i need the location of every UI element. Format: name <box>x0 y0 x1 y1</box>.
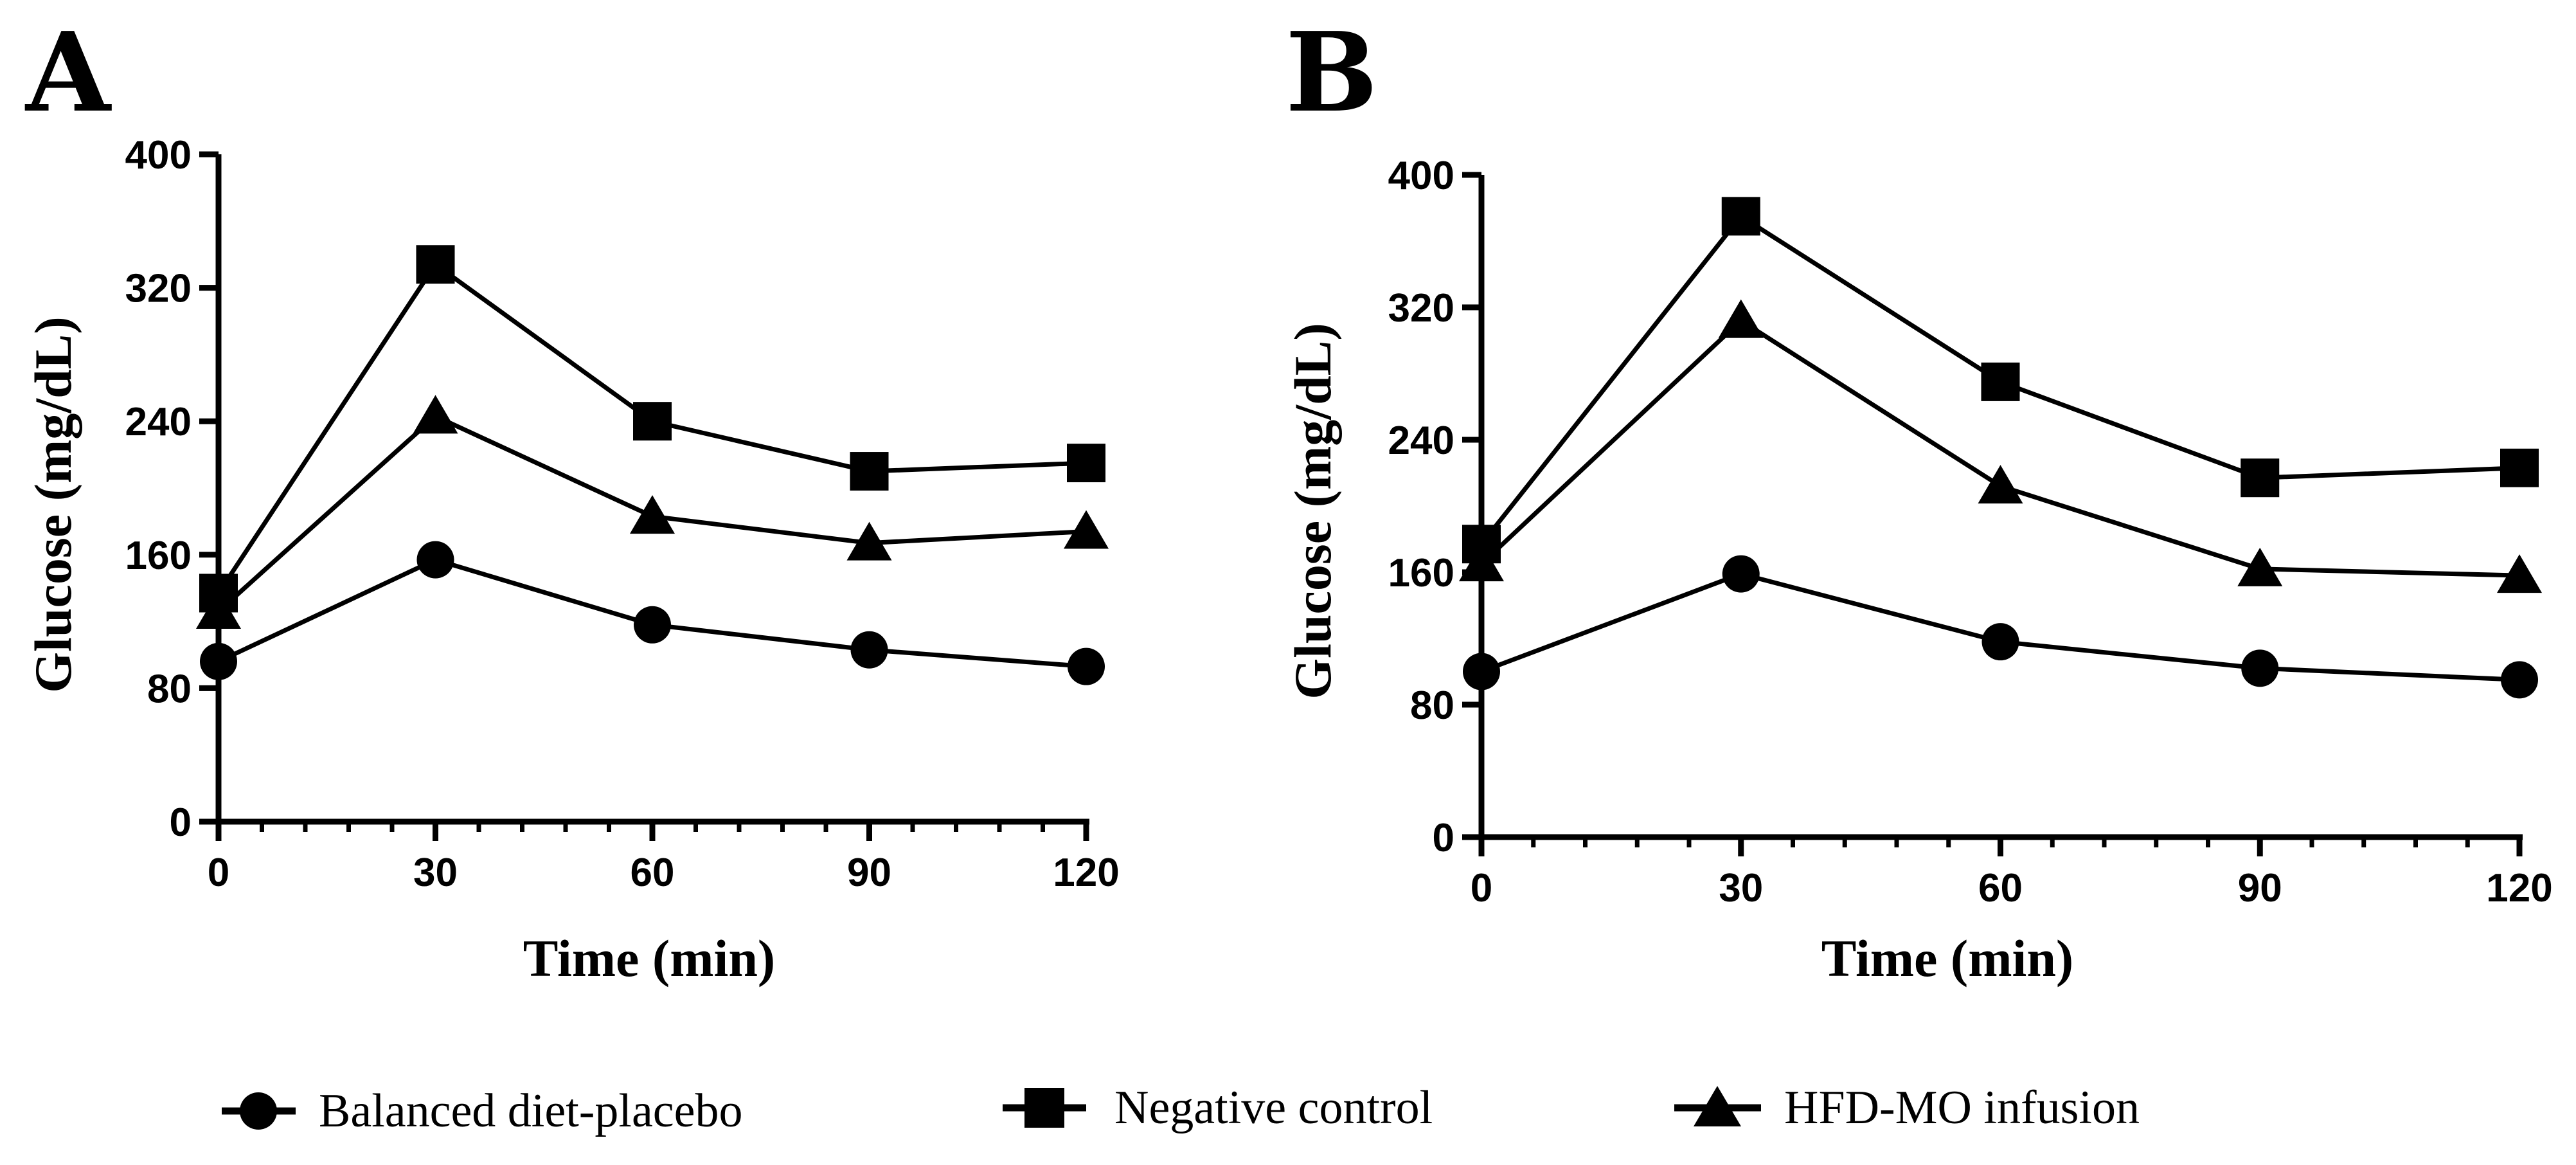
y-tick-label: 80 <box>1410 683 1454 728</box>
data-point-square <box>1981 362 2020 401</box>
series-line-triangle <box>1480 318 2520 578</box>
data-point-circle <box>416 541 454 579</box>
data-point-square <box>633 402 672 441</box>
panel-b-y-axis-title: Glucose (mg/dL) <box>1284 323 1342 699</box>
y-tick-label: 240 <box>1388 419 1454 463</box>
y-tick-label: 400 <box>125 133 192 177</box>
x-tick-label: 30 <box>1719 866 1763 910</box>
legend: Balanced diet-placebo Negative control H… <box>222 1081 2140 1137</box>
panel-a-y-axis-title: Glucose (mg/dL) <box>24 316 82 692</box>
data-point-triangle <box>196 590 241 629</box>
data-point-circle <box>1722 555 1760 593</box>
x-tick-label: 60 <box>631 851 675 895</box>
legend-item-negative-control: Negative control <box>1003 1081 1433 1134</box>
panel-b-plot: 0 80 160 240 320 400 0 30 60 90 120 <box>1388 154 2553 910</box>
data-point-circle <box>634 606 671 644</box>
data-point-circle <box>200 642 237 680</box>
x-tick-label: 120 <box>2486 866 2552 910</box>
data-point-square <box>1721 197 1760 236</box>
y-tick-label: 0 <box>1433 816 1454 860</box>
y-tick-label: 160 <box>1388 551 1454 595</box>
data-point-triangle <box>1064 510 1109 549</box>
y-tick-label: 320 <box>125 267 192 311</box>
data-point-triangle <box>413 395 458 434</box>
data-point-square <box>2241 458 2280 498</box>
legend-item-hfd-mo-infusion: HFD-MO infusion <box>1674 1081 2140 1134</box>
panel-b-letter: B <box>1285 8 1378 137</box>
y-tick-label: 400 <box>1388 154 1454 198</box>
x-tick-label: 0 <box>208 851 229 895</box>
x-tick-label: 30 <box>413 851 458 895</box>
x-tick-label: 0 <box>1471 866 1492 910</box>
panel-a: A Glucose (mg/dL) Time (min) 0 80 160 240 32… <box>24 8 1120 988</box>
data-point-square <box>2500 448 2539 487</box>
data-point-triangle <box>1459 543 1504 582</box>
y-tick-label: 320 <box>1388 286 1454 330</box>
x-tick-label: 90 <box>2238 866 2282 910</box>
panel-a-x-axis-title: Time (min) <box>523 929 776 988</box>
data-point-square <box>1067 444 1105 483</box>
data-point-square <box>850 452 889 491</box>
data-point-triangle <box>1718 299 1764 338</box>
data-point-triangle <box>1978 465 2023 504</box>
panel-b-x-axis-title: Time (min) <box>1821 929 2074 988</box>
legend-label-balanced-diet-placebo: Balanced diet-placebo <box>319 1085 743 1137</box>
data-point-circle <box>1068 647 1105 685</box>
legend-label-negative-control: Negative control <box>1114 1081 1433 1134</box>
x-tick-label: 60 <box>1978 866 2023 910</box>
y-tick-label: 80 <box>147 667 192 711</box>
legend-label-hfd-mo-infusion: HFD-MO infusion <box>1784 1081 2140 1134</box>
data-point-circle <box>2501 661 2538 699</box>
y-tick-label: 0 <box>170 800 192 845</box>
legend-circle-marker <box>240 1092 277 1130</box>
panel-a-plot: 0 80 160 240 320 400 0 30 60 90 120 <box>125 133 1120 895</box>
data-point-triangle <box>2497 554 2542 593</box>
legend-triangle-marker <box>1694 1086 1741 1126</box>
data-point-triangle <box>846 521 892 561</box>
data-point-triangle <box>630 495 675 534</box>
data-point-triangle <box>2237 547 2283 586</box>
data-point-circle <box>2241 649 2279 687</box>
x-tick-label: 90 <box>847 851 891 895</box>
y-tick-label: 240 <box>125 400 192 444</box>
panel-b: B Glucose (mg/dL) Time (min) 0 80 160 240 32… <box>1284 8 2553 988</box>
data-point-circle <box>1463 653 1500 691</box>
data-point-circle <box>850 631 888 669</box>
legend-item-balanced-diet-placebo: Balanced diet-placebo <box>222 1085 743 1137</box>
panel-a-letter: A <box>24 8 112 137</box>
x-tick-label: 120 <box>1053 851 1119 895</box>
data-point-circle <box>1981 623 2019 661</box>
legend-square-marker <box>1024 1088 1064 1128</box>
data-point-square <box>416 245 455 284</box>
y-tick-label: 160 <box>125 534 192 578</box>
